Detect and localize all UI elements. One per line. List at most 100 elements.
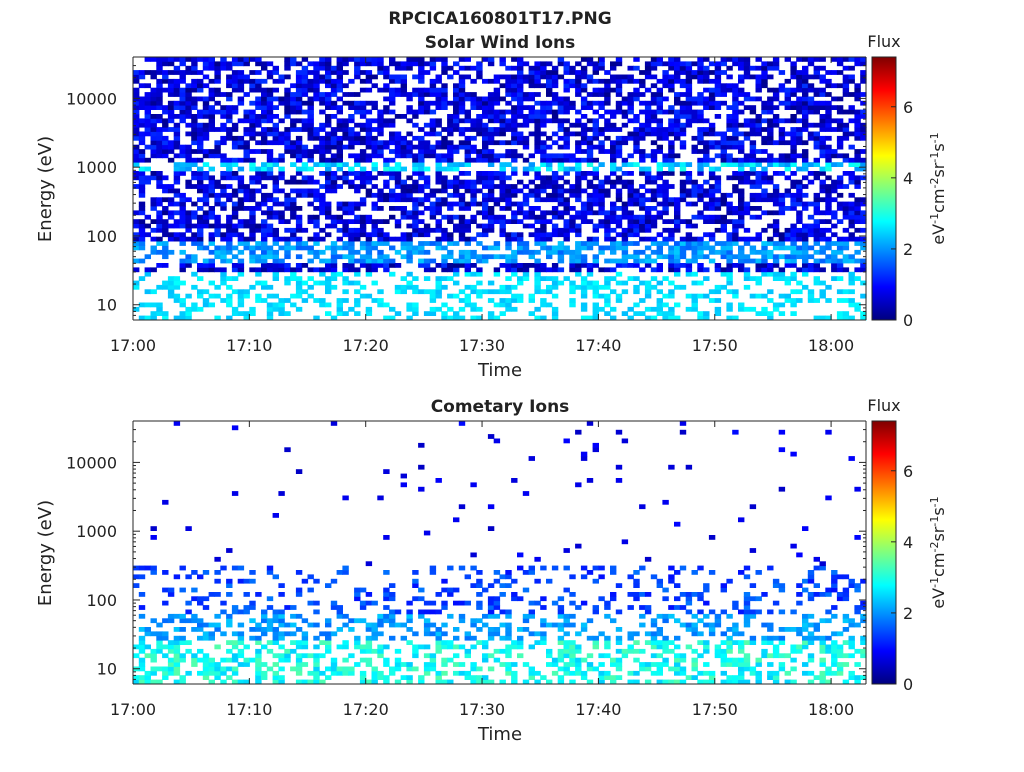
cometary-cell: [232, 631, 238, 636]
solar-wind-cell: [424, 70, 430, 75]
solar-wind-cell: [348, 114, 354, 119]
solar-wind-cell: [825, 105, 831, 110]
solar-wind-cell: [651, 250, 657, 255]
solar-wind-cell: [750, 259, 756, 264]
solar-wind-cell: [785, 88, 791, 93]
solar-wind-cell: [779, 237, 785, 242]
solar-wind-cell: [610, 259, 616, 264]
solar-wind-cell: [249, 215, 255, 220]
cometary-cell: [418, 465, 424, 470]
solar-wind-cell: [837, 241, 843, 246]
solar-wind-cell: [686, 307, 692, 312]
solar-wind-cell: [476, 153, 482, 158]
cometary-cell: [296, 592, 302, 597]
solar-wind-cell: [540, 303, 546, 308]
solar-wind-cell: [302, 66, 308, 71]
solar-wind-cell: [796, 219, 802, 224]
solar-wind-cell: [686, 123, 692, 128]
solar-wind-cell: [709, 298, 715, 303]
solar-wind-cell: [313, 61, 319, 66]
solar-wind-cell: [220, 259, 226, 264]
solar-wind-cell: [325, 171, 331, 176]
solar-wind-cell: [185, 123, 191, 128]
solar-wind-cell: [674, 224, 680, 229]
solar-wind-cell: [500, 140, 506, 145]
solar-wind-cell: [139, 70, 145, 75]
solar-wind-cell: [185, 311, 191, 316]
solar-wind-cell: [616, 259, 622, 264]
solar-wind-cell: [610, 206, 616, 211]
solar-wind-colorbar: [872, 57, 896, 320]
solar-wind-cell: [593, 263, 599, 268]
solar-wind-cell: [790, 105, 796, 110]
solar-wind-cell: [203, 246, 209, 251]
solar-wind-cell: [249, 123, 255, 128]
solar-wind-cell: [738, 189, 744, 194]
cometary-cell: [284, 631, 290, 636]
solar-wind-cell: [645, 105, 651, 110]
solar-wind-cell: [552, 184, 558, 189]
solar-wind-cell: [779, 158, 785, 163]
solar-wind-cell: [284, 250, 290, 255]
solar-wind-cell: [849, 237, 855, 242]
solar-wind-cell: [738, 180, 744, 185]
solar-wind-cell: [191, 97, 197, 102]
solar-wind-cell: [360, 215, 366, 220]
cometary-cell: [354, 636, 360, 641]
solar-wind-cell: [255, 298, 261, 303]
solar-wind-cell: [686, 70, 692, 75]
solar-wind-cell: [197, 232, 203, 237]
solar-wind-cell: [482, 202, 488, 207]
solar-wind-cell: [825, 79, 831, 84]
cometary-cell: [180, 618, 186, 623]
solar-wind-cell: [802, 259, 808, 264]
cometary-cell: [255, 671, 261, 676]
solar-wind-cell: [308, 237, 314, 242]
solar-wind-cell: [488, 215, 494, 220]
solar-wind-cell: [197, 246, 203, 251]
solar-wind-cell: [662, 237, 668, 242]
solar-wind-cell: [674, 153, 680, 158]
solar-wind-cell: [372, 83, 378, 88]
solar-wind-cell: [511, 118, 517, 123]
solar-wind-cell: [558, 97, 564, 102]
solar-wind-cell: [354, 189, 360, 194]
solar-wind-cell: [505, 303, 511, 308]
solar-wind-cell: [389, 75, 395, 80]
solar-wind-cell: [534, 66, 540, 71]
solar-wind-cell: [517, 219, 523, 224]
solar-wind-cell: [366, 136, 372, 141]
solar-wind-cell: [255, 70, 261, 75]
solar-wind-cell: [197, 228, 203, 233]
solar-wind-cell: [820, 88, 826, 93]
solar-wind-cell: [331, 136, 337, 141]
cometary-cell: [424, 667, 430, 672]
solar-wind-cell: [278, 171, 284, 176]
solar-wind-cell: [534, 175, 540, 180]
solar-wind-cell: [220, 123, 226, 128]
solar-wind-cell: [430, 83, 436, 88]
cometary-cell: [174, 645, 180, 650]
solar-wind-cell: [366, 110, 372, 115]
solar-wind-cell: [162, 232, 168, 237]
solar-wind-cell: [244, 132, 250, 137]
solar-wind-cell: [156, 237, 162, 242]
solar-wind-cell: [377, 219, 383, 224]
solar-wind-cell: [360, 246, 366, 251]
solar-wind-cell: [587, 219, 593, 224]
solar-wind-cell: [180, 241, 186, 246]
solar-wind-cell: [645, 61, 651, 66]
solar-wind-cell: [790, 197, 796, 202]
cometary-cell: [389, 623, 395, 628]
solar-wind-cell: [598, 114, 604, 119]
solar-wind-cell: [604, 281, 610, 286]
solar-wind-cell: [209, 57, 215, 62]
solar-wind-cell: [203, 197, 209, 202]
solar-wind-cell: [628, 97, 634, 102]
solar-wind-cell: [814, 105, 820, 110]
solar-wind-cell: [209, 267, 215, 272]
solar-wind-cell: [209, 259, 215, 264]
solar-wind-cell: [639, 267, 645, 272]
solar-wind-cell: [447, 145, 453, 150]
cometary-cell: [226, 649, 232, 654]
